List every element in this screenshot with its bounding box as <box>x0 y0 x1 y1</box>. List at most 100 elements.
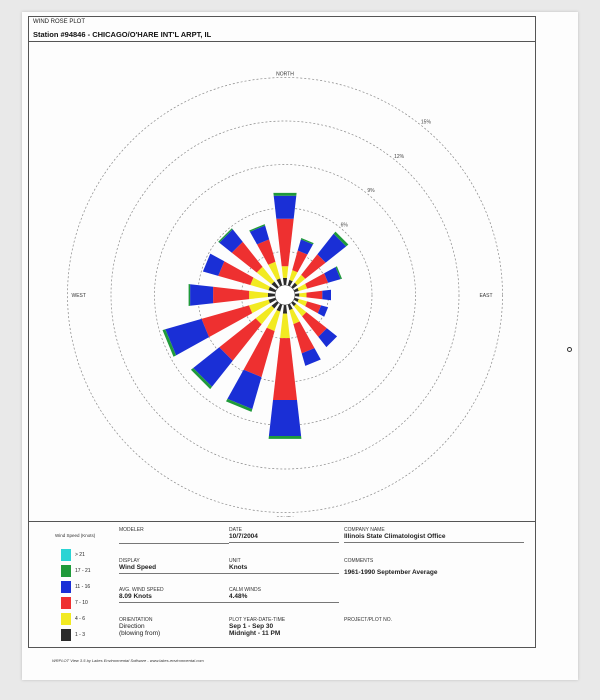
calm-center-circle <box>274 284 296 306</box>
rose-bar-wsw-segment <box>268 297 277 304</box>
rose-bar-nne-segment <box>289 270 298 282</box>
rose-bar-sw-segment <box>190 368 212 390</box>
legend-item: 11 - 16 <box>61 581 131 593</box>
rose-bar-n-segment <box>273 195 297 219</box>
company-value: Illinois State Climatologist Office <box>344 533 446 540</box>
legend-swatch <box>61 629 71 641</box>
ring-label: 15% <box>421 120 432 126</box>
date-label: DATE <box>229 527 242 533</box>
plot-range-label: PLOT YEAR-DATE-TIME <box>229 617 286 623</box>
rose-bar-sw-segment <box>193 347 233 387</box>
rose-bar-ne-segment <box>317 233 347 263</box>
info-divider <box>29 521 535 522</box>
project-label: PROJECT/PLOT NO. <box>344 617 392 623</box>
rose-bar-se-segment <box>302 312 327 337</box>
comments-block: COMMENTS 1961-1990 September Average <box>344 558 524 576</box>
legend-item: > 21 <box>61 549 131 561</box>
rose-bar-ene-segment <box>293 288 299 293</box>
rose-bar-sw-segment <box>271 301 279 309</box>
rose-bar-sse-segment <box>293 321 315 354</box>
company-label: COMPANY NAME <box>344 527 385 533</box>
legend-item: 1 - 3 <box>61 629 131 641</box>
rose-bar-sse-segment <box>287 303 293 311</box>
rose-bar-sw-segment <box>255 305 275 325</box>
software-footer: WRPLOT View 3.5 by Lakes Environmental S… <box>52 658 204 663</box>
rose-bar-ssw-segment <box>226 398 253 412</box>
rose-bar-e-segment <box>299 292 307 298</box>
rose-bar-se-segment <box>291 301 297 307</box>
rose-bar-nnw-segment <box>249 224 266 232</box>
rose-bar-nnw-segment <box>276 278 283 287</box>
rose-bar-nw-segment <box>231 241 263 273</box>
rose-bar-ssw-segment <box>266 310 281 332</box>
rose-bar-e-segment <box>294 293 300 297</box>
plot-range-block: PLOT YEAR-DATE-TIME Sep 1 - Sep 30 Midni… <box>229 617 339 637</box>
rose-bar-ne-segment <box>301 254 326 279</box>
ring-label: 9% <box>367 188 375 194</box>
rose-bar-wnw-segment <box>268 286 277 293</box>
legend-title: Wind Speed (Knots) <box>55 533 96 538</box>
rose-bar-se-segment <box>293 303 307 317</box>
rose-bar-e-segment <box>306 290 323 300</box>
date-block: DATE 10/7/2004 <box>229 527 339 543</box>
station-title: Station #94846 - CHICAGO/O'HARE INT'L AR… <box>33 30 212 39</box>
avg-speed-block: AVG. WIND SPEED 8.09 Knots <box>119 587 229 603</box>
rose-bar-w-segment <box>213 286 250 304</box>
rose-bar-n-segment <box>283 277 287 286</box>
legend-label: 4 - 6 <box>75 616 86 622</box>
legend-swatch <box>61 581 71 593</box>
rose-bar-n-segment <box>276 218 294 267</box>
rose-bar-wnw-segment <box>218 261 254 285</box>
legend-label: 7 - 10 <box>75 600 88 606</box>
rose-bar-n-segment <box>281 266 289 278</box>
paper-sheet: WIND ROSE PLOT Station #94846 - CHICAGO/… <box>22 12 578 680</box>
rose-bar-nw-segment <box>271 281 279 289</box>
legend-swatch <box>61 549 71 561</box>
rose-bar-sse-segment <box>289 308 300 325</box>
comments-value: 1961-1990 September Average <box>344 569 438 576</box>
plot-frame: WIND ROSE PLOT Station #94846 - CHICAGO/… <box>28 16 536 648</box>
unit-value: Knots <box>229 564 248 571</box>
rose-bar-e-segment <box>322 289 331 301</box>
calm-winds-label: CALM WINDS <box>229 587 261 593</box>
compass-west-label: WEST <box>72 293 86 299</box>
calm-winds-block: CALM WINDS 4.48% <box>229 587 339 603</box>
display-block: DISPLAY Wind Speed <box>119 558 229 574</box>
legend-label: 1 - 3 <box>75 632 86 638</box>
rose-bar-wsw-segment <box>165 318 209 356</box>
rose-bar-sse-segment <box>301 348 321 366</box>
rose-bar-w-segment <box>249 290 268 300</box>
project-block: PROJECT/PLOT NO. <box>344 617 524 623</box>
rose-bar-ese-segment <box>317 305 329 317</box>
wind-rose-chart: 6% 9% 12% 15% NORTH SOUTH EAST WEST <box>67 72 503 517</box>
plot-range-dates: Sep 1 - Sep 30 <box>229 623 274 630</box>
rose-bar-ne-segment <box>294 274 306 286</box>
legend-label: > 21 <box>75 552 85 558</box>
rose-bar-nne-segment <box>292 250 308 273</box>
rose-bar-nnw-segment <box>249 225 270 245</box>
rose-bar-s-segment <box>280 313 290 339</box>
rose-bar-ese-segment <box>305 301 322 314</box>
rose-bar-nnw-segment <box>257 239 276 265</box>
rose-bar-ene-segment <box>297 283 308 291</box>
rose-bar-nw-segment <box>256 266 275 285</box>
rose-bar-ene-segment <box>335 266 342 280</box>
legend-label: 17 - 21 <box>75 568 91 574</box>
orientation-block: ORIENTATION Direction (blowing from) <box>119 617 229 637</box>
rose-bar-ne-segment <box>333 231 349 247</box>
date-value: 10/7/2004 <box>229 533 258 540</box>
modeler-block: MODELER <box>119 527 229 544</box>
avg-speed-value: 8.09 Knots <box>119 593 152 600</box>
ring-circle <box>67 77 503 513</box>
legend-swatch <box>61 565 71 577</box>
calm-winds-value: 4.48% <box>229 593 248 600</box>
rose-bar-nne-segment <box>297 239 313 255</box>
company-block: COMPANY NAME Illinois State Climatologis… <box>344 527 524 543</box>
rose-bar-s-segment <box>268 436 302 439</box>
ring-circle <box>110 120 460 470</box>
legend-label: 11 - 16 <box>75 584 91 590</box>
rose-bar-s-segment <box>268 400 302 436</box>
header-divider <box>29 41 535 42</box>
rose-bar-ese-segment <box>293 297 299 302</box>
plot-range-hours: Midnight - 11 PM <box>229 630 281 637</box>
